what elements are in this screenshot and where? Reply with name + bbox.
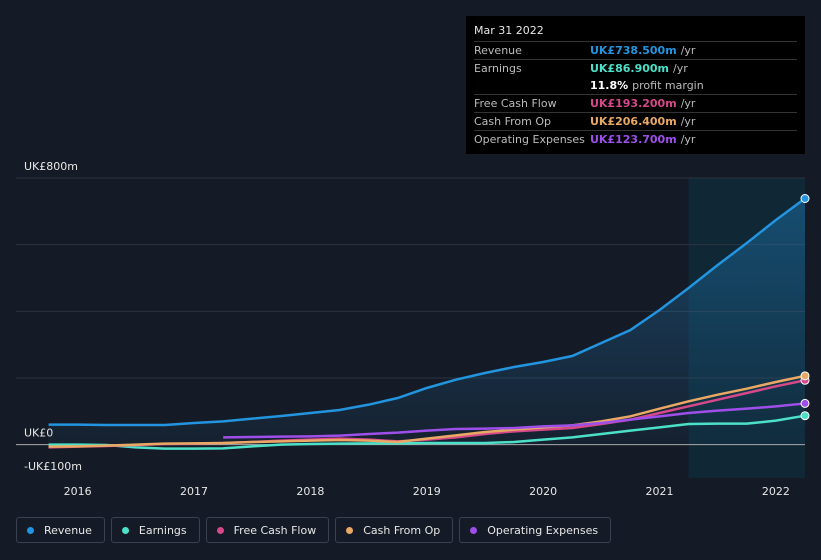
legend-item[interactable]: Revenue <box>16 517 105 543</box>
tooltip-value: UK£193.200m <box>590 97 677 110</box>
legend-item[interactable]: Free Cash Flow <box>205 517 330 543</box>
legend-dot <box>346 526 354 534</box>
tooltip-row: Revenue UK£738.500m/yr <box>474 41 797 59</box>
legend-dot <box>27 526 34 534</box>
y-tick-label: UK£0 <box>24 427 53 440</box>
series-line <box>48 414 806 450</box>
end-point <box>800 411 810 421</box>
tooltip-unit: /yr <box>680 115 696 128</box>
legend-label: Free Cash Flow <box>233 523 317 537</box>
legend-label: Revenue <box>44 523 92 537</box>
tooltip-label: Operating Expenses <box>474 133 585 146</box>
tooltip: Mar 31 2022 Revenue UK£738.500m/yr Earning… <box>466 16 805 154</box>
tooltip-value: UK£738.500m <box>590 44 677 57</box>
tooltip-value: 11.8% <box>590 79 629 92</box>
tooltip-unit: /yr <box>673 62 688 75</box>
series-line <box>48 197 806 427</box>
end-point <box>800 194 810 203</box>
tooltip-value: UK£123.700m <box>590 133 677 146</box>
tooltip-row: Operating Expenses UK£123.700m/yr <box>474 130 797 148</box>
tooltip-date: Mar 31 2022 <box>474 24 544 37</box>
x-tick-label: 2018 <box>296 485 324 498</box>
tooltip-unit: /yr <box>680 97 696 110</box>
x-tick-label: 2019 <box>413 485 441 498</box>
series-line <box>223 402 806 439</box>
x-tick-label: 2022 <box>762 485 790 498</box>
legend-label: Operating Expenses <box>487 523 599 537</box>
tooltip-label: Revenue <box>474 44 522 57</box>
y-tick-label: -UK£100m <box>24 460 82 473</box>
tooltip-unit: profit margin <box>632 79 704 92</box>
legend-label: Earnings <box>138 523 187 537</box>
legend-dot <box>470 526 478 534</box>
area <box>48 198 806 445</box>
legend-item[interactable]: Earnings <box>110 517 200 543</box>
x-tick-label: 2017 <box>180 485 208 498</box>
tooltip-value: UK£206.400m <box>590 115 677 128</box>
tooltip-unit: /yr <box>680 133 696 146</box>
end-point <box>800 371 810 381</box>
tooltip-row: Cash From Op UK£206.400m/yr <box>474 112 797 130</box>
tooltip-row: Earnings UK£86.900m/yr <box>474 59 797 77</box>
x-tick-label: 2020 <box>529 485 557 498</box>
legend-dot <box>216 526 224 534</box>
end-point <box>800 398 810 408</box>
tooltip-value: UK£86.900m <box>590 62 670 75</box>
tooltip-row: 11.8% profit margin <box>474 77 797 94</box>
tooltip-unit: /yr <box>680 44 696 57</box>
legend-item[interactable]: Operating Expenses <box>459 517 612 543</box>
legend: Revenue Earnings Free Cash Flow Cash From O… <box>16 517 612 543</box>
legend-label: Cash From Op <box>363 523 441 537</box>
tooltip-label: Cash From Op <box>474 115 552 128</box>
y-tick-label: UK£800m <box>24 160 78 173</box>
series-line <box>48 374 806 448</box>
legend-item[interactable]: Cash From Op <box>335 517 454 543</box>
tooltip-label: Earnings <box>474 62 522 75</box>
x-tick-label: 2021 <box>646 485 674 498</box>
x-tick-label: 2016 <box>64 485 92 498</box>
tooltip-row: Free Cash Flow UK£193.200m/yr <box>474 94 797 112</box>
legend-dot <box>121 526 129 534</box>
tooltip-label: Free Cash Flow <box>474 97 557 110</box>
